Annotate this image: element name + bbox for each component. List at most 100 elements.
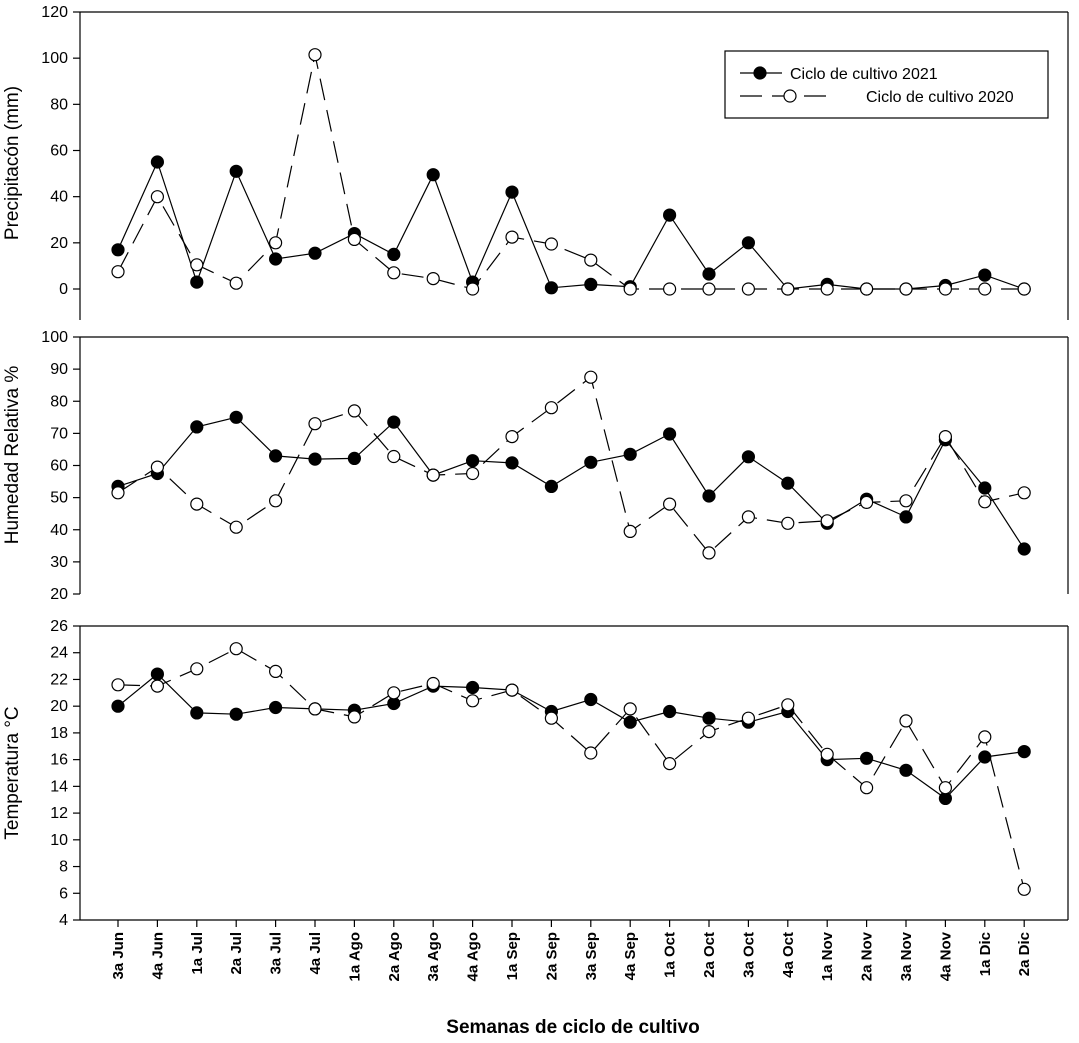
temperature-point-2021	[859, 751, 874, 765]
temperature-point-2021	[623, 715, 637, 729]
precipitation-point-2020	[781, 282, 795, 296]
ticks-layer: 0 20 40 60 80 100 120 20 30 40 50 60 70 80 90 100 4 6 8 10 1…	[41, 4, 80, 929]
series-layer	[111, 48, 1031, 896]
humidity-point-2020	[781, 516, 795, 530]
temperature-series-line-2020	[117, 648, 1025, 890]
temperature-point-2021	[190, 706, 204, 720]
x-tick-label: 4a Nov	[937, 931, 954, 981]
precipitation-point-2021	[269, 252, 283, 266]
x-tick-label: 2a Nov	[859, 931, 876, 981]
precipitation-ytick-label: 60	[50, 143, 68, 160]
humidity-point-2020	[859, 495, 874, 509]
precipitation-point-2020	[229, 276, 243, 290]
precipitation-point-2020	[938, 282, 953, 296]
temperature-point-2020	[978, 730, 992, 744]
humidity-point-2021	[347, 451, 361, 465]
humidity-point-2021	[387, 415, 401, 429]
temperature-point-2020	[466, 694, 480, 708]
temperature-point-2020	[781, 698, 795, 712]
precipitation-ytick-label: 80	[50, 96, 68, 113]
precipitation-point-2021	[426, 168, 440, 182]
temperature-point-2020	[426, 676, 440, 691]
precipitation-point-2021	[150, 155, 164, 169]
x-tick-label: 2a Ago	[386, 932, 403, 981]
humidity-point-2021	[584, 455, 598, 469]
precipitation-point-2021	[544, 281, 559, 295]
temperature-ytick-label: 4	[59, 912, 68, 929]
humidity-point-2020	[741, 510, 756, 524]
humidity-ytick-label: 90	[50, 361, 68, 378]
humidity-point-2021	[1017, 542, 1031, 556]
humidity-point-2020	[662, 497, 677, 511]
humidity-point-2020	[1017, 486, 1031, 500]
humidity-point-2020	[544, 401, 559, 415]
precipitation-point-2020	[190, 258, 204, 272]
precipitation-point-2020	[466, 282, 480, 296]
temperature-point-2021	[899, 763, 913, 777]
temperature-point-2020	[623, 702, 637, 716]
precipitation-point-2021	[741, 236, 756, 250]
precipitation-point-2020	[702, 282, 716, 296]
legend-box	[724, 50, 1049, 119]
precipitation-ytick-label: 100	[41, 50, 68, 67]
humidity-point-2020	[466, 466, 480, 481]
humidity-point-2021	[781, 476, 795, 490]
humidity-series-line-2021	[117, 416, 1025, 550]
temperature-series-line-2021	[117, 673, 1025, 800]
precipitation-point-2021	[584, 277, 598, 291]
humidity-point-2020	[505, 430, 519, 444]
humidity-series-line-2020	[117, 376, 1025, 554]
humidity-point-2020	[702, 546, 716, 560]
precipitation-point-2020	[544, 237, 559, 251]
x-tick-label: 4a Jul	[307, 932, 324, 975]
humidity-point-2020	[229, 520, 243, 534]
temperature-ytick-label: 6	[59, 885, 68, 902]
x-tick-label: 2a Dic	[1016, 932, 1033, 976]
temperature-point-2021	[269, 700, 283, 715]
precipitation-point-2021	[702, 267, 716, 281]
x-tick-label: 3a Jul	[268, 932, 285, 975]
precipitation-point-2021	[111, 243, 125, 257]
temperature-point-2020	[190, 662, 204, 676]
x-tick-label: 4a Ago	[465, 932, 482, 981]
humidity-point-2020	[269, 494, 283, 508]
temperature-point-2020	[150, 679, 164, 693]
humidity-point-2020	[426, 468, 440, 482]
humidity-ytick-label: 80	[50, 393, 68, 410]
temperature-ytick-label: 24	[50, 645, 68, 662]
x-tick-label: 1a Nov	[819, 931, 836, 981]
humidity-point-2021	[623, 447, 637, 461]
humidity-point-2020	[111, 486, 125, 500]
x-tick-label: 1a Jul	[189, 932, 206, 975]
humidity-ytick-label: 70	[50, 425, 68, 442]
precipitation-point-2021	[505, 185, 519, 199]
precipitation-point-2020	[387, 266, 401, 280]
precipitation-point-2021	[387, 247, 401, 261]
temperature-ytick-label: 20	[50, 698, 68, 715]
temperature-point-2020	[741, 711, 756, 725]
temperature-point-2020	[1017, 882, 1031, 896]
x-axis-title: Semanas de ciclo de cultivo	[446, 1017, 699, 1038]
legend-marker-2020	[783, 89, 797, 103]
humidity-ytick-label: 60	[50, 458, 68, 475]
humidity-point-2021	[229, 410, 243, 424]
humidity-ytick-label: 40	[50, 522, 68, 539]
temperature-point-2021	[702, 711, 716, 725]
temperature-axis-title: Temperatura °C	[2, 706, 23, 839]
precipitation-point-2021	[229, 164, 243, 178]
humidity-ytick-label: 20	[50, 586, 68, 603]
temperature-point-2020	[820, 747, 834, 761]
humidity-point-2020	[938, 430, 953, 444]
temperature-point-2020	[505, 683, 519, 697]
x-tick-label: 4a Oct	[780, 932, 797, 978]
temperature-point-2021	[1017, 744, 1031, 759]
precipitation-point-2020	[308, 48, 322, 62]
humidity-point-2020	[308, 417, 322, 431]
x-tick-label: 1a Ago	[346, 932, 363, 981]
humidity-ytick-label: 30	[50, 554, 68, 571]
x-tick-label: 3a Ago	[425, 932, 442, 981]
precipitation-ytick-label: 120	[41, 4, 68, 21]
temperature-point-2020	[662, 756, 677, 771]
precipitation-point-2021	[308, 246, 322, 260]
